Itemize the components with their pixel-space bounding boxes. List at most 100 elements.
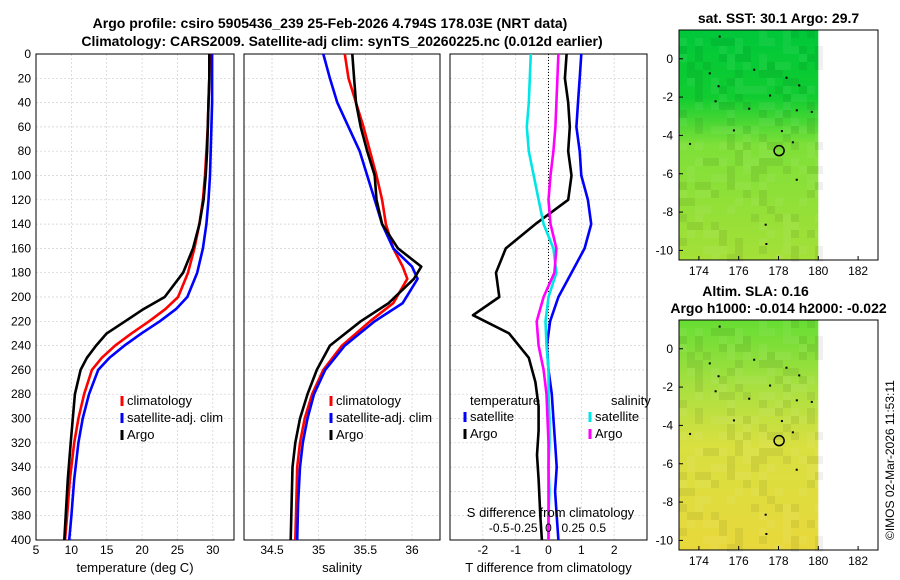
map-texture-cell (775, 408, 783, 416)
map-texture-cell (679, 328, 687, 336)
map-texture-cell (743, 150, 751, 158)
argo-position-marker (773, 434, 785, 447)
map-texture-cell (679, 38, 687, 46)
map-texture-cell (727, 126, 735, 134)
map-texture-cell (687, 360, 695, 368)
map-x-tick-label: 178 (768, 554, 788, 568)
map-texture-cell (743, 352, 751, 360)
map-texture-cell (735, 70, 743, 78)
map-texture-cell (743, 158, 751, 166)
map-texture-cell (783, 30, 791, 38)
island-speck (748, 397, 751, 400)
map-texture-cell (767, 78, 775, 86)
map-texture-cell (815, 352, 823, 360)
map-texture-cell (711, 416, 719, 424)
map-texture-cell (767, 328, 775, 336)
map-texture-cell (743, 456, 751, 464)
map-texture-cell (719, 536, 727, 544)
map-texture-cell (727, 368, 735, 376)
map-texture-cell (815, 214, 823, 222)
map-texture-cell (767, 118, 775, 126)
map-texture-cell (775, 158, 783, 166)
salinity-satellite-adj-clim-line (295, 53, 419, 541)
figure-title-line2: Climatology: CARS2009. Satellite-adj cli… (81, 33, 602, 49)
map-texture-cell (799, 54, 807, 62)
map-texture-cell (695, 222, 703, 230)
map-texture-cell (727, 432, 735, 440)
map-texture-cell (759, 344, 767, 352)
map-texture-cell (791, 520, 799, 528)
map-texture-cell (775, 70, 783, 78)
x-tick-label: 25 (171, 543, 185, 557)
map-texture-cell (767, 206, 775, 214)
map-texture-cell (695, 86, 703, 94)
map-texture-cell (815, 166, 823, 174)
map-texture-cell (783, 38, 791, 46)
diff-legend-1-label: Argo (470, 426, 497, 441)
map-texture-cell (799, 488, 807, 496)
map-texture-cell (679, 182, 687, 190)
map-texture-cell (735, 376, 743, 384)
map-texture-cell (695, 480, 703, 488)
map-texture-cell (695, 448, 703, 456)
map-texture-cell (703, 158, 711, 166)
map-texture-cell (679, 336, 687, 344)
map-texture-cell (695, 376, 703, 384)
map-texture-cell (695, 496, 703, 504)
map-texture-cell (719, 174, 727, 182)
map-texture-cell (815, 230, 823, 238)
map-texture-cell (759, 30, 767, 38)
map-texture-cell (767, 464, 775, 472)
map-texture-cell (695, 190, 703, 198)
map-texture-cell (759, 456, 767, 464)
map-texture-cell (815, 544, 823, 552)
island-speck (765, 532, 768, 535)
map-texture-cell (783, 536, 791, 544)
island-speck (795, 468, 798, 471)
y-tick-label: 340 (11, 460, 31, 474)
map-texture-cell (735, 536, 743, 544)
map-texture-cell (759, 54, 767, 62)
map-y-tick-label: -8 (662, 495, 673, 509)
map-texture-cell (783, 238, 791, 246)
map-texture-cell (735, 488, 743, 496)
island-speck (717, 375, 720, 378)
imos-timestamp: ©IMOS 02-Mar-2026 11:53:11 (883, 380, 897, 540)
map-texture-cell (791, 246, 799, 254)
map-texture-cell (711, 328, 719, 336)
map-texture-cell (759, 198, 767, 206)
diff-legend-0-label: satellite (470, 409, 514, 424)
map-texture-cell (735, 86, 743, 94)
map-texture-cell (759, 376, 767, 384)
map-texture-cell (711, 174, 719, 182)
map-texture-cell (735, 344, 743, 352)
map-texture-cell (735, 94, 743, 102)
map-texture-cell (703, 496, 711, 504)
map-texture-cell (695, 344, 703, 352)
map-texture-cell (759, 118, 767, 126)
island-speck (689, 432, 692, 435)
map-texture-cell (783, 230, 791, 238)
map-texture-cell (775, 488, 783, 496)
map-texture-cell (679, 408, 687, 416)
map-texture-cell (735, 46, 743, 54)
map-texture-cell (807, 376, 815, 384)
map-texture-cell (759, 352, 767, 360)
map-texture-cell (743, 392, 751, 400)
map-texture-cell (743, 424, 751, 432)
map-texture-cell (783, 246, 791, 254)
map-texture-cell (719, 94, 727, 102)
map-texture-cell (759, 190, 767, 198)
x2-tick-label: 0.5 (589, 521, 606, 535)
map-texture-cell (727, 344, 735, 352)
map-texture-cell (759, 448, 767, 456)
map-texture-cell (807, 86, 815, 94)
map-texture-cell (759, 110, 767, 118)
map-texture-cell (695, 142, 703, 150)
y-tick-label: 300 (11, 412, 31, 426)
map-texture-cell (791, 536, 799, 544)
island-speck (785, 76, 788, 79)
y-tick-label: 320 (11, 436, 31, 450)
map-texture-cell (735, 448, 743, 456)
map-texture-cell (735, 142, 743, 150)
